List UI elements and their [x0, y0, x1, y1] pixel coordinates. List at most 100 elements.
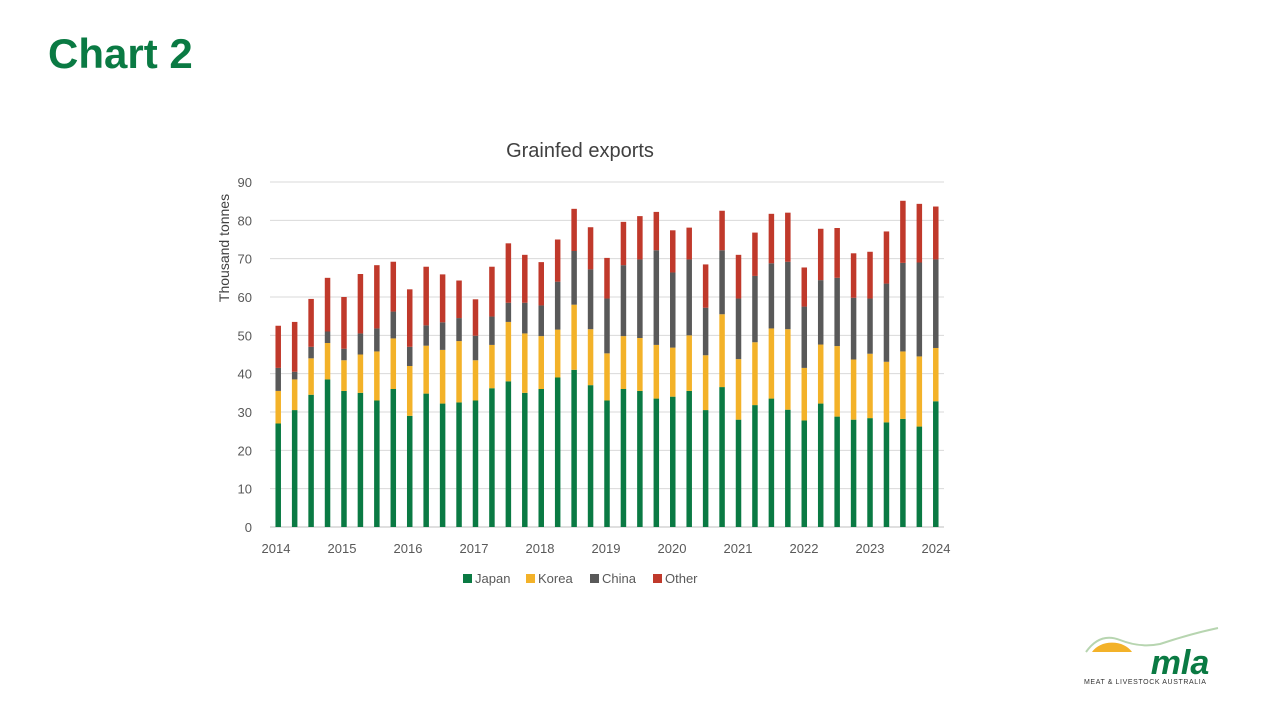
x-tick-label: 2024: [922, 541, 951, 556]
bar-korea: [505, 321, 512, 382]
bar-japan: [817, 403, 824, 527]
bar-china: [308, 346, 314, 359]
bar-other: [538, 262, 544, 306]
bar-korea: [768, 328, 775, 399]
bar-other: [374, 265, 380, 329]
bar-other: [341, 297, 347, 349]
bar-korea: [817, 344, 824, 404]
logo-caption: MEAT & LIVESTOCK AUSTRALIA: [1084, 679, 1207, 686]
bar-china: [456, 318, 462, 342]
bar-china: [867, 298, 873, 354]
bar-other: [587, 227, 594, 270]
bar-china: [423, 325, 429, 346]
bar-korea: [374, 351, 380, 401]
bar-other: [883, 231, 890, 284]
bar-other: [554, 239, 561, 282]
bar-korea: [785, 329, 791, 410]
bar-korea: [406, 366, 413, 416]
bar-other: [719, 210, 725, 251]
bar-other: [637, 216, 643, 260]
y-tick-label: 80: [238, 213, 252, 228]
bar-other: [686, 227, 692, 260]
bar-korea: [900, 351, 906, 419]
bar-other: [933, 206, 939, 260]
bar-china: [538, 305, 544, 337]
bar-korea: [571, 304, 577, 370]
bar-china: [439, 322, 446, 350]
bar-korea: [653, 344, 660, 399]
bar-china: [571, 251, 577, 305]
bar-other: [439, 274, 446, 323]
bar-japan: [620, 389, 627, 527]
bar-china: [637, 259, 643, 339]
bar-japan: [538, 389, 544, 527]
bar-japan: [439, 403, 446, 527]
x-tick-label: 2021: [724, 541, 753, 556]
bar-korea: [423, 345, 429, 394]
bar-korea: [801, 367, 808, 421]
bar-china: [900, 262, 906, 352]
bar-japan: [702, 410, 709, 527]
logo-text: mla: [1151, 644, 1210, 682]
bar-other: [604, 257, 610, 299]
legend-swatch-other: [653, 574, 662, 583]
bar-china: [702, 307, 709, 356]
y-tick-label: 10: [238, 482, 252, 497]
bar-other: [817, 228, 824, 281]
bar-korea: [341, 360, 347, 391]
bar-japan: [850, 419, 857, 527]
bar-korea: [916, 356, 923, 427]
bar-korea: [752, 342, 758, 406]
bar-china: [817, 280, 824, 345]
x-tick-label: 2018: [526, 541, 555, 556]
y-axis-label: Thousand tonnes: [216, 194, 232, 302]
x-tick-label: 2016: [394, 541, 423, 556]
bar-japan: [883, 422, 890, 527]
bar-other: [456, 280, 462, 319]
bar-other: [916, 203, 923, 263]
bar-japan: [324, 379, 331, 527]
bar-japan: [719, 387, 725, 527]
x-tick-label: 2015: [328, 541, 357, 556]
bar-other: [571, 208, 577, 251]
x-tick-label: 2017: [460, 541, 489, 556]
bar-china: [620, 265, 627, 337]
bar-korea: [867, 353, 873, 419]
bar-japan: [341, 390, 347, 527]
bar-china: [670, 272, 676, 348]
bar-china: [341, 348, 347, 361]
legend-label-japan: Japan: [475, 571, 510, 586]
bars: [275, 200, 939, 527]
x-tick-label: 2020: [658, 541, 687, 556]
bar-other: [489, 266, 495, 317]
bar-japan: [735, 419, 742, 527]
bar-other: [291, 321, 298, 372]
bar-china: [653, 250, 660, 345]
bar-japan: [275, 423, 281, 527]
bar-china: [785, 261, 791, 330]
y-tick-label: 40: [238, 367, 252, 382]
bar-japan: [752, 405, 758, 527]
chart-title: Grainfed exports: [506, 140, 654, 162]
bar-japan: [456, 402, 462, 527]
y-tick-label: 90: [238, 175, 252, 190]
bar-japan: [653, 398, 660, 527]
bar-other: [620, 221, 627, 266]
bar-other: [735, 254, 742, 299]
bar-korea: [456, 341, 462, 403]
bar-other: [785, 212, 791, 262]
bar-other: [505, 243, 512, 303]
bar-china: [291, 371, 298, 380]
bar-other: [850, 253, 857, 298]
bar-korea: [489, 344, 495, 389]
bar-korea: [275, 390, 281, 424]
y-tick-label: 70: [238, 252, 252, 267]
bar-other: [702, 264, 709, 308]
bar-china: [472, 335, 479, 361]
bar-china: [406, 346, 413, 366]
legend: Japan Korea China Other: [463, 571, 698, 586]
bar-china: [522, 302, 528, 334]
bar-other: [390, 261, 397, 312]
bar-other: [834, 228, 840, 278]
